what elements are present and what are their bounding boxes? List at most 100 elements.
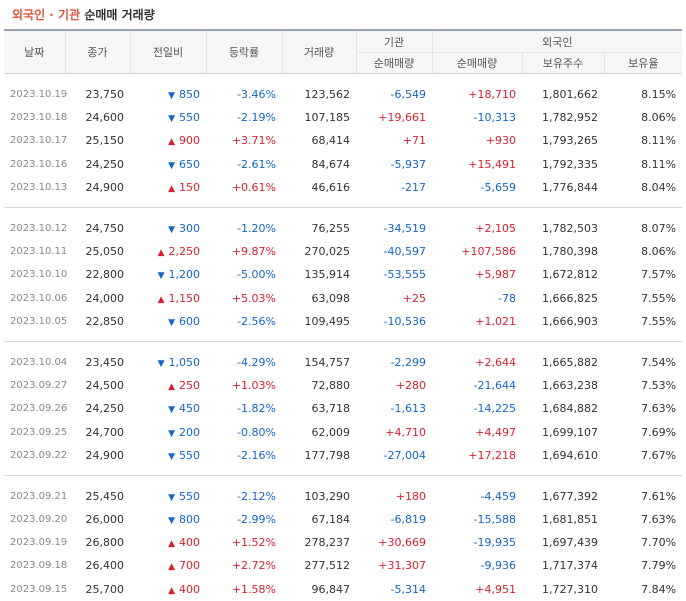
cell-volume: 107,185 <box>304 111 351 125</box>
cell-date: 2023.09.15 <box>10 583 68 595</box>
cell-foreign-ratio: 7.70% <box>641 536 677 550</box>
cell-foreign-ratio: 7.55% <box>641 314 677 328</box>
cell-foreign-shares: 1,780,398 <box>542 245 598 259</box>
cell-change: ▼ 1,050 <box>130 351 206 374</box>
cell-rate: -0.80% <box>237 425 276 439</box>
cell-inst-net: -53,555 <box>383 268 426 282</box>
cell-volume: 62,009 <box>311 425 351 439</box>
cell-foreign-shares: 1,694,610 <box>542 448 598 462</box>
cell-date: 2023.09.20 <box>10 514 68 526</box>
cell-foreign-net: +1,021 <box>475 314 516 328</box>
cell-date: 2023.09.21 <box>10 490 68 502</box>
col-foreign-shares: 보유주수 <box>521 52 604 74</box>
arrow-up-icon: ▲ <box>157 248 165 259</box>
arrow-down-icon: ▼ <box>168 428 175 439</box>
table-body: 2023.10.19 23,750 ▼ 850 -3.46% 123,562 -6,549 +… <box>4 74 683 601</box>
cell-volume: 72,880 <box>311 379 351 393</box>
cell-rate: -2.61% <box>237 157 276 171</box>
cell-change: ▼ 650 <box>130 153 206 176</box>
arrow-down-icon: ▼ <box>168 516 175 527</box>
cell-change: ▼ 600 <box>130 310 206 333</box>
cell-inst-net: -10,536 <box>383 314 426 328</box>
cell-foreign-shares: 1,717,374 <box>542 559 598 573</box>
cell-change: ▼ 1,200 <box>130 263 206 286</box>
table-row: 2023.10.10 22,800 ▼ 1,200 -5.00% 135,914 -53,5… <box>4 263 682 286</box>
table-row: 2023.09.22 24,900 ▼ 550 -2.16% 177,798 -27,004… <box>4 444 682 467</box>
cell-foreign-ratio: 7.55% <box>641 291 677 305</box>
table-row: 2023.10.05 22,850 ▼ 600 -2.56% 109,495 -10,536… <box>4 310 682 333</box>
cell-volume: 177,798 <box>304 448 351 462</box>
cell-volume: 96,847 <box>311 582 351 596</box>
cell-inst-net: +25 <box>402 291 426 305</box>
cell-volume: 109,495 <box>304 314 351 328</box>
table-row: 2023.10.04 23,450 ▼ 1,050 -4.29% 154,757 -2,29… <box>4 351 682 374</box>
cell-volume: 123,562 <box>304 88 351 102</box>
group-divider <box>4 332 683 342</box>
cell-close: 26,800 <box>85 536 125 550</box>
cell-foreign-shares: 1,782,503 <box>542 222 598 236</box>
cell-change: ▲ 150 <box>130 176 206 199</box>
cell-volume: 84,674 <box>311 157 351 171</box>
cell-volume: 154,757 <box>304 355 351 369</box>
cell-rate: +1.03% <box>231 379 276 393</box>
cell-foreign-shares: 1,793,265 <box>542 134 598 148</box>
change-value: 650 <box>179 157 200 171</box>
cell-foreign-ratio: 7.63% <box>641 513 677 527</box>
arrow-down-icon: ▼ <box>157 271 165 282</box>
cell-close: 25,450 <box>85 489 125 503</box>
cell-close: 24,000 <box>85 291 125 305</box>
cell-close: 22,850 <box>85 314 125 328</box>
col-foreign-net: 순매매량 <box>431 52 522 74</box>
cell-change: ▲ 250 <box>130 374 206 397</box>
table-row: 2023.09.26 24,250 ▼ 450 -1.82% 63,718 -1,613 -1… <box>4 397 682 420</box>
cell-date: 2023.09.26 <box>10 403 68 415</box>
cell-date: 2023.10.16 <box>10 158 68 170</box>
cell-inst-net: +280 <box>395 379 426 393</box>
change-value: 1,150 <box>168 291 201 305</box>
col-rate: 등락률 <box>205 29 282 74</box>
cell-rate: -2.99% <box>237 513 276 527</box>
change-value: 550 <box>179 448 200 462</box>
change-value: 550 <box>179 489 200 503</box>
cell-foreign-shares: 1,663,238 <box>542 379 598 393</box>
col-group-foreign: 외국인 <box>431 29 683 53</box>
change-value: 700 <box>179 559 200 573</box>
change-value: 800 <box>179 513 200 527</box>
group-gap <box>4 207 682 217</box>
cell-change: ▼ 200 <box>130 420 206 443</box>
cell-foreign-net: -4,459 <box>480 489 516 503</box>
table-row: 2023.10.18 24,600 ▼ 550 -2.19% 107,185 +19,661… <box>4 106 682 129</box>
change-value: 600 <box>179 314 200 328</box>
cell-inst-net: -6,819 <box>390 513 426 527</box>
cell-foreign-shares: 1,727,310 <box>542 582 598 596</box>
cell-rate: +0.61% <box>231 180 276 194</box>
table-row: 2023.10.11 25,050 ▲ 2,250 +9.87% 270,025 -40,5… <box>4 240 682 263</box>
cell-foreign-ratio: 7.53% <box>641 379 677 393</box>
cell-foreign-ratio: 7.69% <box>641 425 677 439</box>
cell-close: 24,250 <box>85 402 125 416</box>
group-gap <box>4 341 682 351</box>
cell-rate: -4.29% <box>237 355 276 369</box>
cell-volume: 76,255 <box>311 222 351 236</box>
arrow-up-icon: ▲ <box>157 294 165 305</box>
cell-close: 23,450 <box>85 355 125 369</box>
group-gap <box>4 74 682 84</box>
cell-inst-net: -34,519 <box>383 222 426 236</box>
cell-change: ▲ 400 <box>130 531 206 554</box>
cell-inst-net: +30,669 <box>378 536 426 550</box>
cell-volume: 103,290 <box>304 489 351 503</box>
cell-foreign-shares: 1,699,107 <box>542 425 598 439</box>
col-inst-net: 순매매량 <box>355 52 432 74</box>
cell-change: ▼ 550 <box>130 106 206 129</box>
change-value: 250 <box>179 379 200 393</box>
cell-foreign-ratio: 7.79% <box>641 559 677 573</box>
cell-inst-net: -6,549 <box>390 88 426 102</box>
cell-date: 2023.10.06 <box>10 292 68 304</box>
cell-inst-net: -5,937 <box>390 157 426 171</box>
cell-inst-net: +4,710 <box>385 425 426 439</box>
cell-foreign-net: +5,987 <box>475 268 516 282</box>
cell-foreign-net: +15,491 <box>468 157 516 171</box>
change-value: 300 <box>179 222 200 236</box>
cell-foreign-net: -21,644 <box>473 379 516 393</box>
